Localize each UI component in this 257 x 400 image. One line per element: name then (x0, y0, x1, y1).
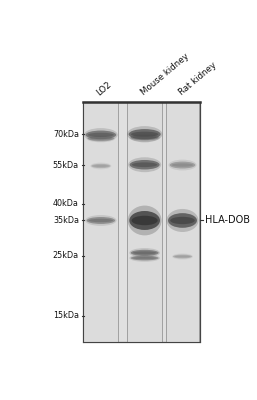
Text: Rat kidney: Rat kidney (177, 61, 218, 97)
Ellipse shape (128, 157, 161, 172)
Ellipse shape (131, 132, 158, 137)
Ellipse shape (129, 211, 160, 230)
Text: 25kDa: 25kDa (53, 252, 79, 260)
Ellipse shape (91, 164, 111, 168)
Ellipse shape (129, 248, 160, 258)
Ellipse shape (129, 254, 160, 262)
Ellipse shape (86, 130, 116, 139)
Text: Mouse kidney: Mouse kidney (139, 52, 190, 97)
Ellipse shape (128, 206, 162, 235)
Ellipse shape (172, 254, 193, 260)
Ellipse shape (129, 134, 160, 142)
Ellipse shape (170, 162, 195, 168)
Bar (84, 102, 118, 342)
Ellipse shape (168, 213, 197, 228)
Text: HLA-DOB: HLA-DOB (205, 216, 250, 226)
Ellipse shape (170, 217, 195, 224)
Text: LO2: LO2 (95, 80, 114, 97)
Text: 15kDa: 15kDa (53, 312, 79, 320)
Ellipse shape (133, 136, 157, 139)
Ellipse shape (173, 254, 192, 258)
Ellipse shape (131, 256, 159, 260)
Ellipse shape (89, 219, 113, 222)
Ellipse shape (88, 133, 114, 137)
Ellipse shape (131, 135, 159, 140)
Ellipse shape (132, 162, 157, 167)
Ellipse shape (175, 256, 191, 258)
Ellipse shape (127, 126, 162, 142)
Ellipse shape (88, 136, 114, 141)
Text: 70kDa: 70kDa (53, 130, 79, 139)
Ellipse shape (167, 209, 198, 232)
Text: 40kDa: 40kDa (53, 199, 79, 208)
Ellipse shape (90, 137, 112, 140)
Bar (166, 102, 199, 342)
Bar (127, 102, 162, 342)
Ellipse shape (84, 128, 118, 142)
Ellipse shape (128, 129, 161, 140)
Text: 55kDa: 55kDa (53, 160, 79, 170)
Ellipse shape (168, 160, 197, 170)
Ellipse shape (86, 135, 115, 142)
Ellipse shape (87, 217, 115, 224)
Text: 35kDa: 35kDa (53, 216, 79, 225)
Ellipse shape (90, 162, 111, 169)
Ellipse shape (133, 251, 157, 254)
Ellipse shape (93, 165, 109, 167)
Ellipse shape (85, 215, 117, 226)
Ellipse shape (132, 216, 158, 225)
Ellipse shape (133, 257, 157, 259)
Ellipse shape (131, 250, 159, 256)
Bar (83, 102, 200, 342)
Ellipse shape (172, 163, 194, 167)
Ellipse shape (130, 160, 160, 170)
